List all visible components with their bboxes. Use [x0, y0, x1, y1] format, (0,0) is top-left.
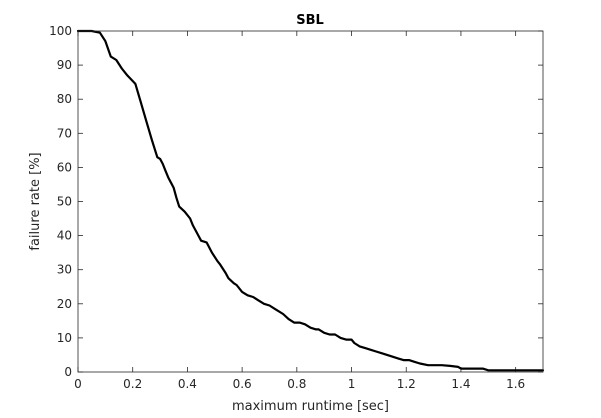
y-tick-label: 90: [57, 58, 72, 72]
x-tick-label: 1.4: [451, 377, 470, 391]
tick-layer: 0 0.2 0.4 0.6 0.8 1 1.2 1.4 1.6 0 10 20 30 40 50 60 70 80…: [49, 24, 543, 391]
y-tick-label: 40: [57, 229, 72, 243]
y-tick-label: 0: [64, 365, 72, 379]
y-tick-label: 70: [57, 126, 72, 140]
y-tick-label: 60: [57, 160, 72, 174]
series-line: [76, 29, 545, 372]
y-tick-label: 100: [49, 24, 72, 38]
chart-title: SBL: [296, 13, 324, 28]
x-tick-label: 0.4: [178, 377, 197, 391]
y-tick-label: 20: [57, 297, 72, 311]
x-tick-label: 1.2: [397, 377, 416, 391]
x-tick-label: 0.6: [233, 377, 252, 391]
x-tick-label: 1: [348, 377, 356, 391]
x-tick-label: 1.6: [506, 377, 525, 391]
y-tick-label: 10: [57, 331, 72, 345]
y-tick-label: 50: [57, 195, 72, 209]
plot-area: [77, 30, 544, 373]
x-tick-label: 0.2: [123, 377, 142, 391]
y-tick-label: 30: [57, 263, 72, 277]
y-tick-label: 80: [57, 92, 72, 106]
y-axis-label: failure rate [%]: [28, 152, 43, 250]
x-axis-label: maximum runtime [sec]: [232, 399, 389, 414]
x-tick-label: 0: [74, 377, 82, 391]
x-tick-label: 0.8: [287, 377, 306, 391]
